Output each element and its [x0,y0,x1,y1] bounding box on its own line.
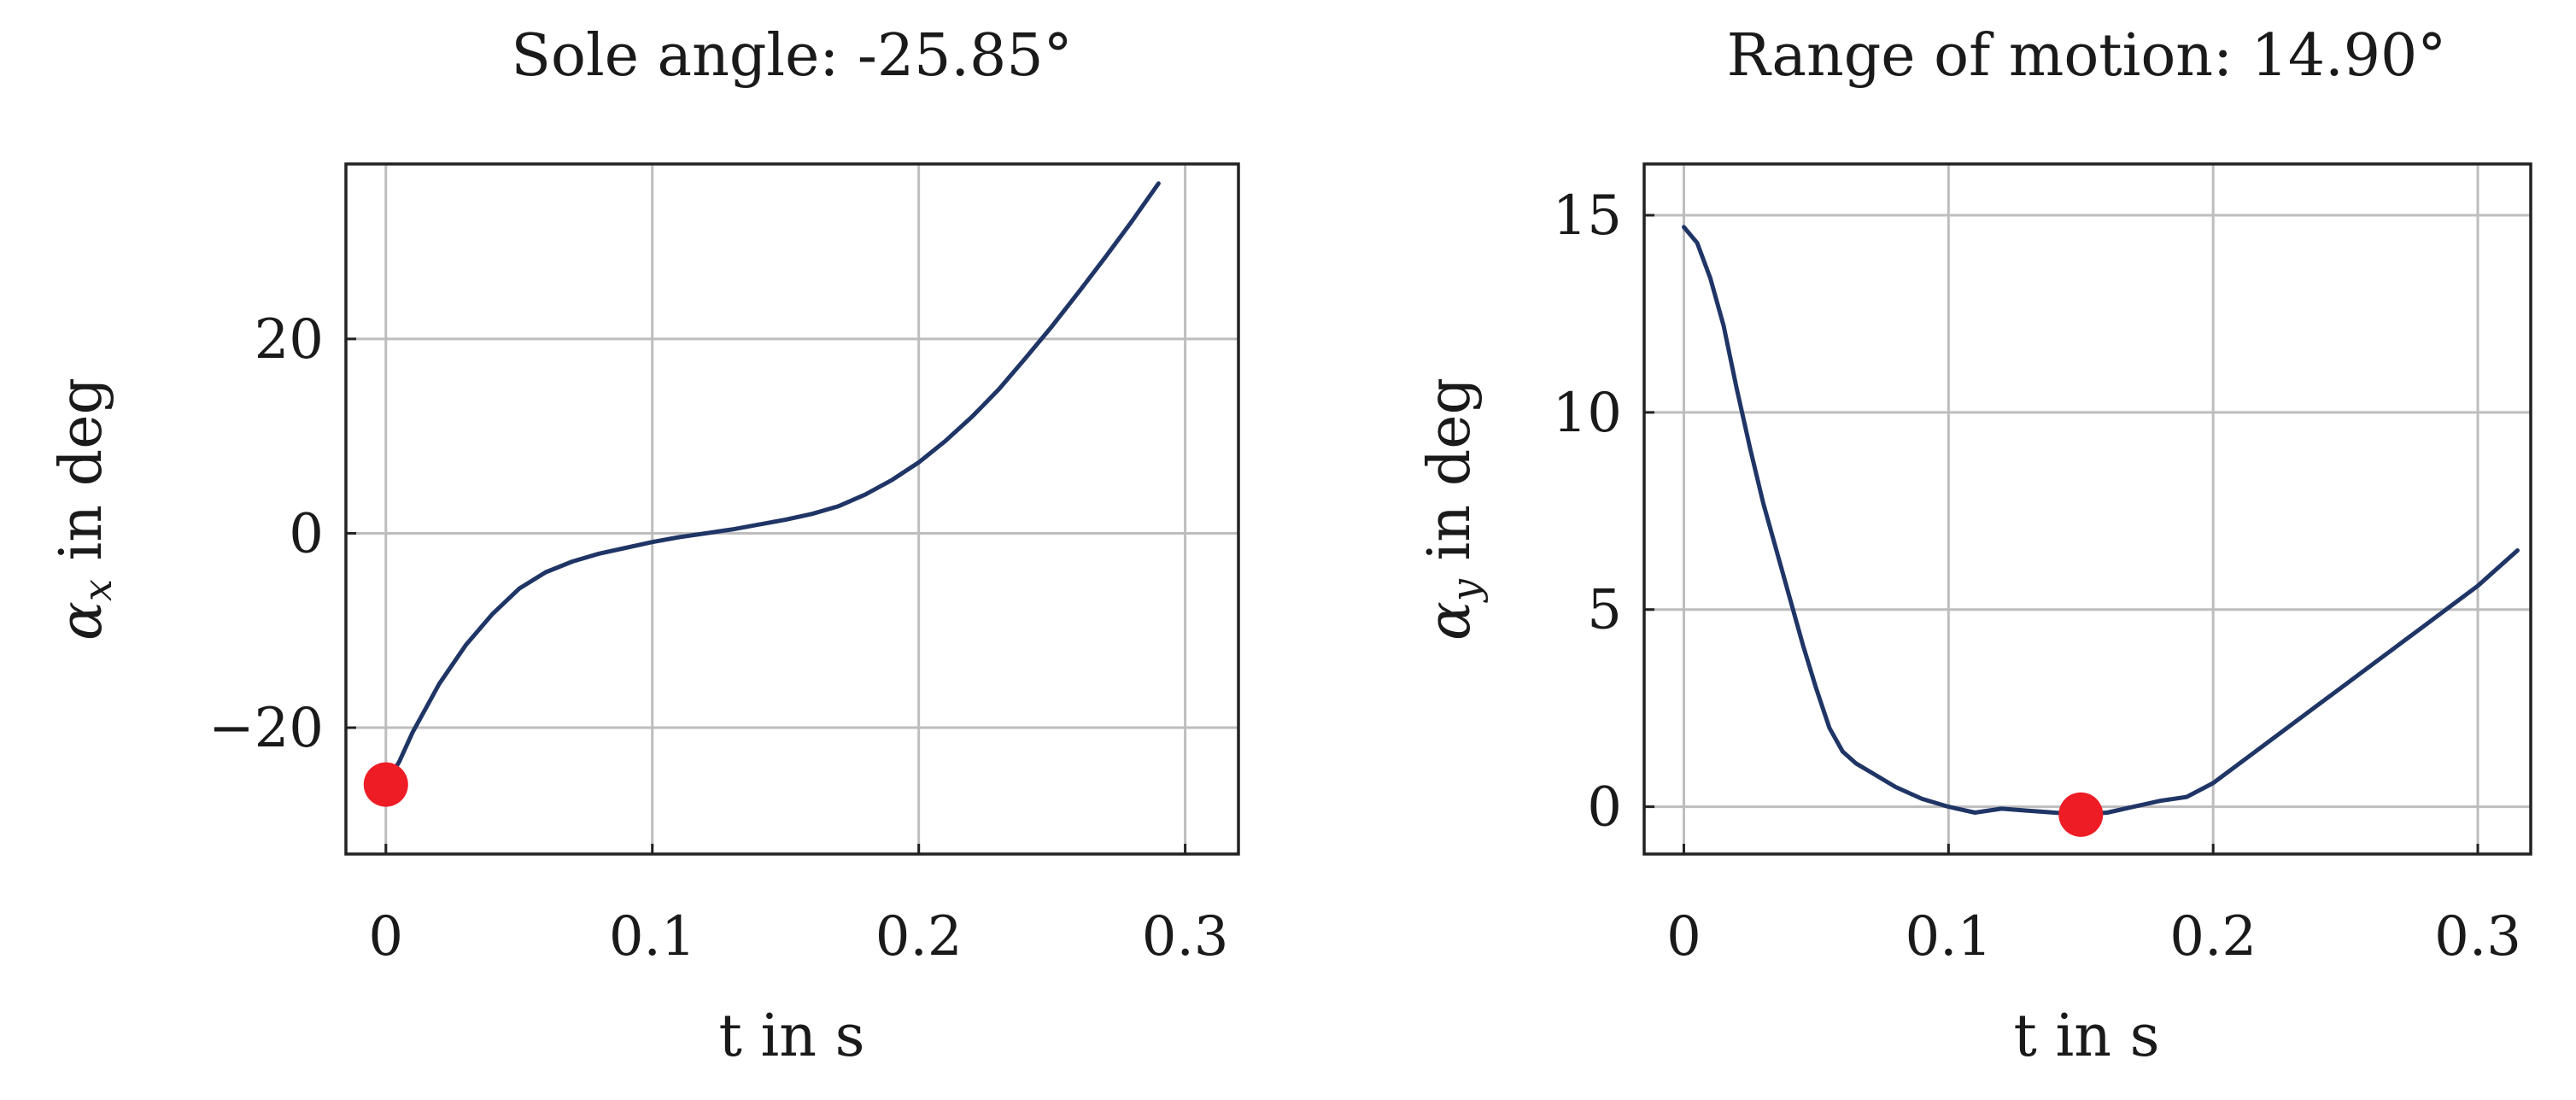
grid [1644,164,2531,854]
y-axis-label-symbol: α [1416,601,1484,641]
x-tick-label: 0.2 [875,905,963,968]
plot-frame [344,162,1240,856]
x-axis-label: t in s [2014,1003,2160,1070]
y-axis-label-subscript: y [1443,578,1489,603]
y-tick-label: 0 [1587,776,1622,840]
x-tick-label: 0.2 [2169,905,2257,968]
series-layer [383,181,1161,787]
y-tick-label: 5 [1587,579,1622,642]
chart-sole-angle: Sole angle: -25.85° 0 0.1 0.2 0.3 −20 0 20 t i… [48,22,1240,1070]
ticks: 0 0.1 0.2 0.3 −20 0 20 [208,308,1229,968]
y-axis-label-symbol: α [48,601,115,641]
x-tick-label: 0.3 [2434,905,2521,968]
y-axis-label-unit: in deg [1416,377,1484,579]
highlight-marker [363,762,408,807]
chart-range-of-motion: Range of motion: 14.90° 0 0.1 0.2 0.3 0 5 10 15… [1416,22,2532,1070]
marker-layer [2058,792,2104,837]
series-line [383,181,1161,787]
x-tick-label: 0.1 [609,905,696,968]
x-tick-label: 0.3 [1142,905,1229,968]
y-axis-label: αx in deg [48,377,120,641]
chart-title: Sole angle: -25.85° [511,22,1072,90]
chart-title: Range of motion: 14.90° [1727,22,2447,90]
highlight-marker [2058,792,2104,837]
y-axis-label: αy in deg [1416,377,1489,641]
y-tick-label: 10 [1553,382,1622,445]
series-line [1682,225,2520,817]
y-axis-label-unit: in deg [48,377,115,579]
ticks: 0 0.1 0.2 0.3 0 5 10 15 [1553,184,2521,968]
series-layer [1682,225,2520,817]
y-axis-label-subscript: x [74,579,120,601]
plot-frame [1642,162,2532,856]
marker-layer [363,762,408,807]
y-tick-label: 20 [255,308,324,372]
y-tick-label: −20 [208,697,324,760]
x-tick-label: 0.1 [1905,905,1992,968]
grid [346,164,1238,854]
x-tick-label: 0 [1666,905,1701,968]
x-tick-label: 0 [368,905,403,968]
y-tick-label: 15 [1553,184,1622,248]
y-tick-label: 0 [289,502,324,565]
x-axis-label: t in s [719,1003,865,1070]
